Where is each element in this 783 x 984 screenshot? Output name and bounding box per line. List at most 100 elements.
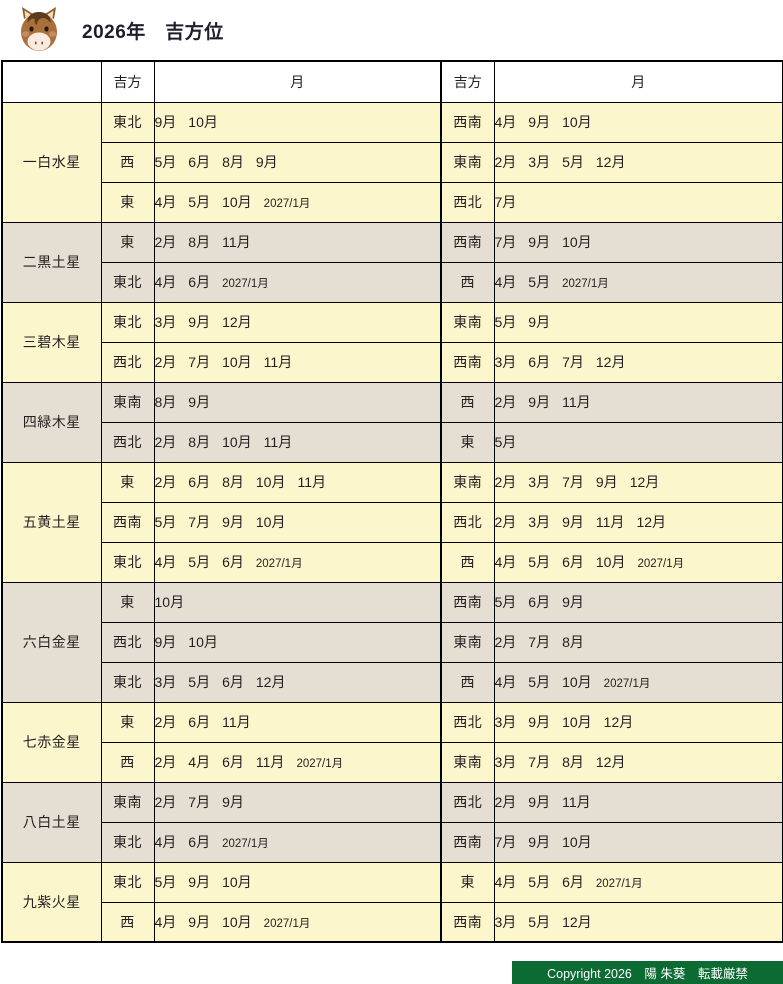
table-row: 東北 4月 5月 6月 2027/1月西 4月 5月 6月 10月 2027/1月 [2,541,783,583]
month-token: 5月 [494,434,517,450]
months-cell-2: 3月 7月 8月 12月 [493,741,783,783]
month-token: 7月 [188,354,211,370]
month-token: 12月 [595,754,626,770]
direction-cell-1: 東北 [100,301,155,343]
months-cell-2: 4月 5月 6月 10月 2027/1月 [493,541,783,583]
months-cell-2: 4月 5月 6月 2027/1月 [493,861,783,903]
header-month-2: 月 [493,60,783,103]
direction-cell-1: 西 [100,141,155,183]
month-token: 9月 [188,913,211,930]
star-name-cell: 八白土星 [1,781,102,863]
month-token: 3月 [494,714,517,730]
month-token: 12月 [562,913,592,930]
direction-cell-2: 西南 [440,101,495,143]
month-token: 9月 [528,834,551,850]
table-row: 四緑木星 東南 8月 9月西 2月 9月 11月 [1,381,783,463]
direction-cell-2: 東南 [440,301,495,343]
months-cell-1: 4月 9月 10月 2027/1月 [153,901,442,943]
direction-cell-2: 西南 [440,341,495,383]
month-token: 8月 [188,434,211,450]
months-cell-2: 7月 [493,181,783,223]
month-token: 5月 [528,913,551,930]
month-token: 7月 [528,754,551,770]
star-name-cell: 二黒土星 [1,221,102,303]
month-token: 10月 [222,913,252,930]
month-token: 3月 [154,674,177,690]
months-cell-1: 5月 6月 8月 9月 [153,141,442,183]
month-token: 9月 [562,594,584,610]
direction-cell-2: 西 [440,661,495,703]
months-cell-1: 2月 7月 9月 [153,781,442,823]
table-body: 一白水星 東北 9月 10月 西南 4月 9月 10月西 5月 6月 8月 9月 東南 2月 3月 5月 12月… [1,101,783,943]
direction-cell-1: 東 [100,221,155,263]
table-row: 西 4月 9月 10月 2027/1月 西南 3月 5月 12月 [2,901,783,943]
month-token: 3月 [528,154,551,170]
month-token: 11月 [562,394,591,410]
month-token: 10月 [595,554,626,570]
direction-cell-2: 東南 [440,461,495,503]
month-token: 2027/1月 [263,198,311,210]
star-name-cell: 七赤金星 [1,701,102,783]
months-cell-1: 2月 8月 11月 [153,221,442,263]
direction-cell-1: 東北 [100,861,155,903]
month-token: 9月 [528,794,551,810]
table-row: 西北 2月 8月 10月 11月 東 5月 [2,421,783,463]
month-token: 5月 [188,194,211,210]
horse-head-icon [12,3,66,57]
months-cell-1: 5月 9月 10月 [153,861,442,903]
month-token: 10月 [255,514,286,530]
month-token: 9月 [222,514,244,530]
month-token: 12月 [595,154,626,170]
month-token: 6月 [528,354,551,370]
copyright-footer: Copyright 2026 陽 朱葵 転載厳禁 [512,961,783,984]
direction-cell-1: 東 [100,181,155,223]
month-token: 10月 [222,354,252,370]
month-token: 10月 [222,874,252,890]
month-token: 3月 [154,314,177,330]
header-month-1: 月 [153,60,442,103]
star-name-cell: 六白金星 [1,581,102,703]
month-token: 3月 [494,354,517,370]
star-name-cell: 三碧木星 [1,301,102,383]
months-cell-1: 2月 8月 10月 11月 [153,421,442,463]
months-cell-1: 10月 [153,581,442,623]
direction-cell-2: 西南 [440,221,495,263]
direction-cell-2: 東 [440,861,495,903]
month-token: 7月 [562,354,584,370]
month-token: 4月 [154,913,177,930]
month-token: 7月 [188,514,211,530]
direction-cell-2: 東南 [440,741,495,783]
month-token: 8月 [154,394,177,410]
months-cell-2: 3月 9月 10月 12月 [493,701,783,743]
table-row: 八白土星 東南 2月 7月 9月 西北 2月 9月 11月 [1,781,783,863]
month-token: 6月 [188,714,211,730]
month-token: 2月 [154,794,177,810]
month-token: 6月 [562,874,584,890]
month-token: 10月 [255,474,286,490]
months-cell-1: 4月 6月 2027/1月 [153,821,442,863]
month-token: 8月 [562,634,584,650]
month-token: 2027/1月 [603,678,651,690]
months-cell-1: 4月 5月 6月 2027/1月 [153,541,442,583]
month-token: 2月 [154,754,177,770]
month-token: 12月 [222,314,252,330]
direction-cell-1: 東北 [100,661,155,703]
month-token: 2月 [154,714,177,730]
direction-cell-1: 西 [100,901,155,943]
months-cell-1: 2月 6月 8月 10月 11月 [153,461,442,503]
month-token: 2月 [494,514,517,530]
month-token: 5月 [494,594,517,610]
months-cell-1: 2月 6月 11月 [153,701,442,743]
month-token: 9月 [154,114,177,130]
month-token: 11月 [222,234,251,250]
month-token: 5月 [188,554,211,570]
direction-cell-1: 西北 [100,621,155,663]
months-cell-2: 2月 9月 11月 [493,381,783,423]
month-token: 4月 [188,754,211,770]
month-token: 3月 [528,474,551,490]
direction-cell-2: 西南 [440,821,495,863]
month-token: 8月 [222,474,244,490]
direction-cell-2: 西北 [440,701,495,743]
month-token: 5月 [154,154,177,170]
month-token: 2月 [494,154,517,170]
